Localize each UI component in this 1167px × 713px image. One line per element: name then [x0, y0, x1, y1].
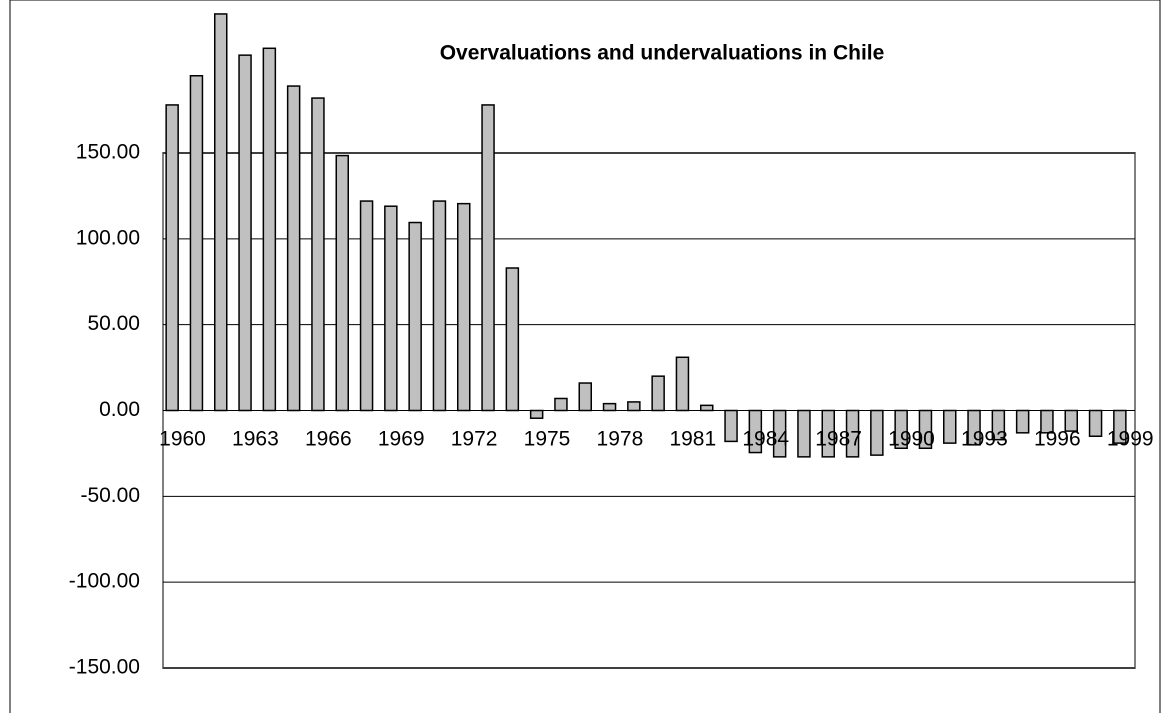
bar — [797, 409, 811, 458]
bar — [991, 409, 1006, 441]
bar — [651, 375, 665, 412]
bar — [384, 205, 398, 412]
bar — [165, 104, 179, 412]
x-tick-label: 1996 — [1034, 428, 1081, 451]
bar — [943, 409, 957, 444]
y-tick-label: 50.00 — [87, 312, 140, 335]
bar — [578, 382, 592, 412]
bar — [1113, 409, 1127, 444]
bar — [821, 409, 835, 458]
bar — [554, 397, 568, 412]
bar — [311, 97, 325, 412]
bar — [505, 267, 520, 412]
x-tick-label: 1966 — [305, 428, 352, 451]
y-tick-label: -150.00 — [69, 656, 140, 679]
bar — [214, 13, 228, 412]
bar — [894, 409, 908, 450]
x-tick-label: 1963 — [232, 428, 279, 451]
bar — [602, 402, 617, 412]
y-tick-label: -100.00 — [69, 570, 140, 593]
bar — [529, 409, 544, 419]
y-tick-label: 100.00 — [76, 226, 140, 249]
bar — [772, 409, 787, 458]
bar — [408, 221, 422, 412]
bar — [457, 202, 471, 412]
bar — [432, 200, 447, 412]
bar — [627, 401, 641, 412]
bar — [1064, 409, 1078, 432]
y-tick-label: -50.00 — [80, 484, 140, 507]
y-tick-label: 150.00 — [76, 141, 140, 164]
x-tick-label: 1972 — [451, 428, 498, 451]
bar — [845, 409, 860, 458]
x-tick-label: 1984 — [742, 428, 789, 451]
bar — [1040, 409, 1054, 434]
bar — [700, 404, 714, 412]
x-tick-label: 1960 — [159, 428, 206, 451]
bar — [335, 154, 349, 412]
bar — [359, 200, 374, 412]
bar — [675, 356, 690, 412]
bar — [724, 409, 738, 443]
bar — [1015, 409, 1030, 434]
x-tick-label: 1999 — [1107, 428, 1154, 451]
x-tick-label: 1993 — [961, 428, 1008, 451]
chart-frame — [9, 0, 1161, 713]
bar — [918, 409, 933, 450]
bar — [870, 409, 884, 456]
x-tick-label: 1990 — [888, 428, 935, 451]
y-tick-label: 0.00 — [99, 398, 140, 421]
bar — [262, 47, 277, 412]
bar — [189, 75, 204, 412]
x-tick-label: 1969 — [378, 428, 425, 451]
bar — [238, 54, 252, 412]
bar — [748, 409, 763, 454]
x-tick-label: 1987 — [815, 428, 862, 451]
x-tick-label: 1981 — [669, 428, 716, 451]
x-tick-label: 1975 — [524, 428, 571, 451]
bar — [967, 409, 981, 446]
bar — [481, 104, 495, 412]
bar — [1088, 409, 1103, 437]
chart-title: Overvaluations and undervaluations in Ch… — [440, 42, 885, 65]
x-tick-label: 1978 — [597, 428, 644, 451]
bar — [286, 85, 301, 412]
